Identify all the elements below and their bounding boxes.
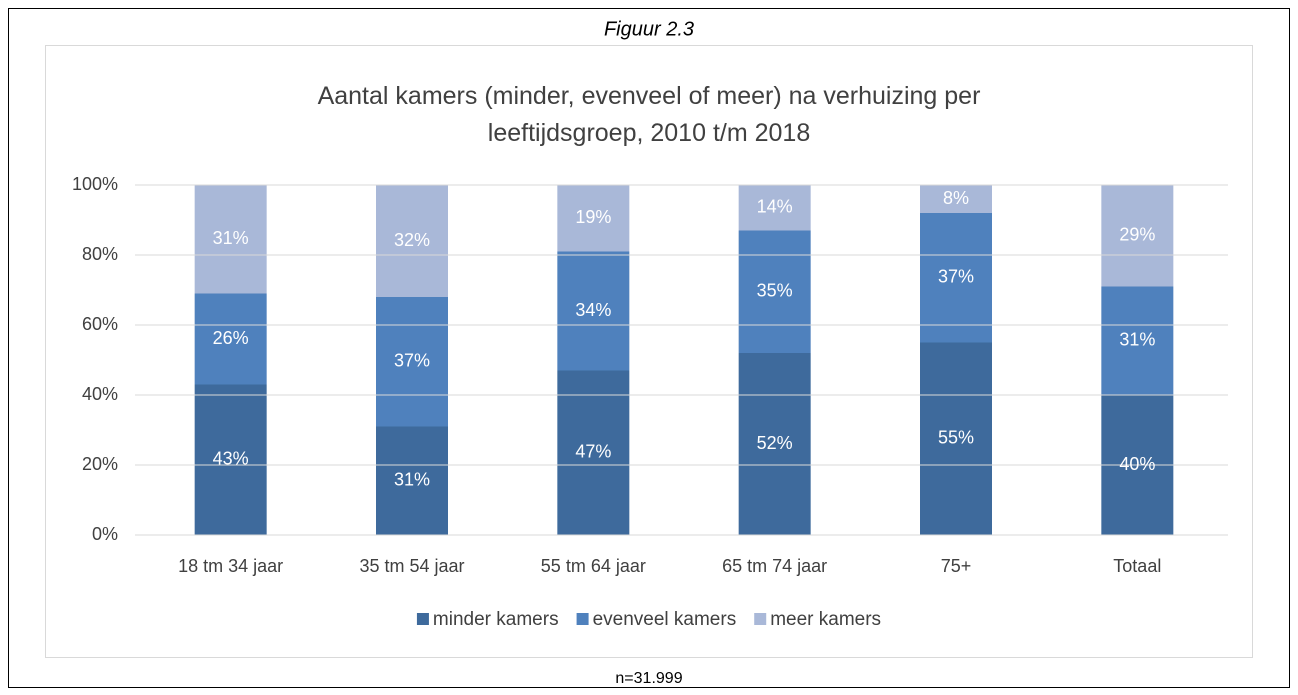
x-tick-label: 65 tm 74 jaar bbox=[722, 556, 827, 576]
legend-label: evenveel kamers bbox=[593, 609, 737, 630]
note: n=31.999 bbox=[615, 670, 682, 687]
chart-frame bbox=[45, 45, 1253, 658]
data-label: 19% bbox=[575, 207, 611, 227]
outer-border bbox=[8, 8, 1290, 688]
data-label: 47% bbox=[575, 442, 611, 462]
bar-segment bbox=[920, 213, 992, 343]
data-label: 32% bbox=[394, 230, 430, 250]
data-label: 37% bbox=[394, 351, 430, 371]
bars bbox=[194, 185, 1174, 535]
bar-segment bbox=[194, 384, 267, 535]
data-label: 31% bbox=[213, 228, 249, 248]
bar-segment bbox=[376, 185, 448, 297]
data-label: 29% bbox=[1119, 225, 1155, 245]
chart-title: Aantal kamers (minder, evenveel of meer)… bbox=[317, 82, 981, 147]
data-label: 8% bbox=[943, 188, 969, 208]
y-tick-label: 20% bbox=[82, 454, 118, 474]
bar-segment bbox=[920, 185, 992, 213]
bar-segment bbox=[738, 230, 811, 353]
y-tick-label: 0% bbox=[92, 524, 118, 544]
data-label: 43% bbox=[213, 449, 249, 469]
data-label: 37% bbox=[938, 267, 974, 287]
bar-segment bbox=[1101, 185, 1174, 287]
y-tick-label: 40% bbox=[82, 384, 118, 404]
figure-label: Figuur 2.3 bbox=[604, 18, 694, 40]
x-tick-label: 18 tm 34 jaar bbox=[178, 556, 283, 576]
y-tick-label: 60% bbox=[82, 314, 118, 334]
y-tick-label: 100% bbox=[72, 174, 118, 194]
x-tick-label: 35 tm 54 jaar bbox=[359, 556, 464, 576]
legend-swatch bbox=[416, 613, 429, 625]
legend-label: meer kamers bbox=[770, 609, 881, 630]
legend-swatch bbox=[754, 613, 767, 625]
bar-segment bbox=[557, 370, 630, 535]
data-label: 14% bbox=[757, 197, 793, 217]
data-label: 26% bbox=[213, 328, 249, 348]
bar-segment bbox=[920, 342, 992, 535]
bar-segment bbox=[1101, 286, 1174, 395]
data-label: 31% bbox=[1119, 330, 1155, 350]
legend-swatch bbox=[576, 613, 589, 625]
data-label: 34% bbox=[575, 300, 611, 320]
data-label: 52% bbox=[757, 433, 793, 453]
x-tick-label: Totaal bbox=[1113, 556, 1161, 576]
bar-segment bbox=[194, 293, 267, 385]
bar-segment bbox=[376, 426, 448, 535]
bar-segment bbox=[738, 185, 811, 231]
data-label: 31% bbox=[394, 470, 430, 490]
data-label: 35% bbox=[757, 281, 793, 301]
data-label: 40% bbox=[1119, 454, 1155, 474]
bar-segment bbox=[376, 297, 448, 427]
bar-segment bbox=[557, 251, 630, 371]
bar-segment bbox=[738, 353, 811, 535]
data-label: 55% bbox=[938, 428, 974, 448]
bar-segment bbox=[557, 185, 630, 252]
legend-label: minder kamers bbox=[433, 609, 559, 630]
x-tick-label: 75+ bbox=[941, 556, 972, 576]
bar-segment bbox=[194, 185, 267, 294]
x-tick-label: 55 tm 64 jaar bbox=[541, 556, 646, 576]
y-tick-label: 80% bbox=[82, 244, 118, 264]
